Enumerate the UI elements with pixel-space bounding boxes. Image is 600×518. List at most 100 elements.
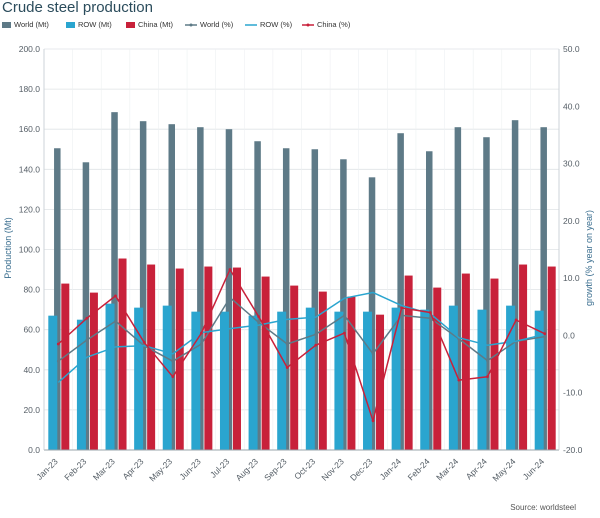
bar-world <box>82 162 90 450</box>
bar-china <box>318 291 327 450</box>
x-tick-label: Aug-23 <box>234 456 261 483</box>
point-china-growth <box>457 378 461 382</box>
point-china-growth <box>314 343 318 347</box>
point-china-growth <box>85 316 89 320</box>
x-tick-label: Jun-24 <box>521 456 547 482</box>
bar-world <box>511 120 519 451</box>
point-china-growth <box>228 268 232 271</box>
y-axis-right-title: growth (% year on year) <box>584 210 594 306</box>
bar-row <box>134 307 144 450</box>
x-tick-label: Mar-24 <box>434 456 460 482</box>
point-china-growth <box>56 342 60 346</box>
bar-china <box>519 264 528 450</box>
point-china-growth <box>400 306 404 310</box>
point-world-growth <box>257 320 260 324</box>
legend-label: China (%) <box>317 20 351 29</box>
x-tick-label: Dec-23 <box>348 456 375 483</box>
point-world-growth <box>56 359 60 363</box>
point-china-growth <box>428 311 432 314</box>
point-world-growth <box>400 313 404 317</box>
point-world-growth <box>543 335 547 338</box>
legend-label: China (Mt) <box>138 20 174 29</box>
point-world-growth <box>343 313 346 317</box>
point-world-growth <box>314 332 318 336</box>
x-tick-label: Feb-23 <box>62 456 88 482</box>
legend-label: World (%) <box>200 20 234 29</box>
x-tick-label: May-23 <box>147 456 174 483</box>
point-world-growth <box>171 359 175 363</box>
x-tick-label: Jan-23 <box>34 456 60 482</box>
bar-row <box>277 311 287 450</box>
bar-china <box>61 283 70 450</box>
bar-row <box>248 315 258 450</box>
line-row-growth <box>57 291 545 383</box>
bar-world <box>111 112 118 450</box>
line-world-growth <box>57 296 545 362</box>
x-tick-label: Mar-23 <box>91 456 117 482</box>
bar-row <box>506 305 516 450</box>
bar-china <box>175 268 184 450</box>
bar-world <box>254 141 261 451</box>
bar-china <box>404 275 413 450</box>
point-world-growth <box>486 359 489 363</box>
bar-row <box>334 311 344 450</box>
point-china-growth <box>343 331 346 335</box>
point-world-growth <box>228 296 232 300</box>
bar-world <box>426 151 433 450</box>
legend-swatch <box>126 22 135 28</box>
bar-china <box>290 285 299 450</box>
bar-row <box>105 303 115 450</box>
x-tick-label: May-24 <box>490 456 517 483</box>
point-china-growth <box>257 315 260 318</box>
point-china-growth <box>114 294 117 298</box>
bar-row <box>191 311 201 450</box>
bar-row <box>305 307 315 450</box>
bar-world <box>397 133 404 450</box>
y-left-tick-label: 140.0 <box>19 164 41 174</box>
point-world-growth <box>285 342 289 346</box>
bar-world <box>483 137 490 450</box>
point-china-growth <box>486 375 489 379</box>
y-right-tick-label: -10.0 <box>563 388 583 398</box>
line-china-growth <box>57 268 546 422</box>
bar-china <box>204 266 213 450</box>
y-left-tick-label: 160.0 <box>19 124 41 134</box>
y-left-tick-label: 120.0 <box>19 204 41 214</box>
point-china-growth <box>371 419 375 423</box>
bar-china <box>347 296 356 450</box>
point-china-growth <box>285 366 289 369</box>
y-left-tick-label: 40.0 <box>23 365 40 375</box>
chart-title: Crude steel production <box>2 0 153 16</box>
y-left-tick-label: 0.0 <box>28 445 40 455</box>
legend-swatch <box>2 22 11 28</box>
y-left-tick-label: 180.0 <box>19 84 41 94</box>
point-china-growth <box>543 332 547 336</box>
bar-china <box>118 258 127 450</box>
bar-world <box>454 127 462 450</box>
legend-marker <box>189 23 193 27</box>
point-world-growth <box>199 342 203 346</box>
bar-world <box>340 159 347 450</box>
bar-world <box>168 124 175 450</box>
y-right-tick-label: 30.0 <box>563 159 580 169</box>
bar-world <box>540 127 547 450</box>
bar-row <box>219 311 229 450</box>
point-china-growth <box>514 318 518 322</box>
bars-layer <box>48 112 556 451</box>
x-tick-label: Jul-23 <box>208 456 232 480</box>
bar-row <box>448 305 458 450</box>
y-right-tick-label: 50.0 <box>563 44 580 54</box>
gridlines <box>43 48 560 451</box>
y-left-tick-label: 20.0 <box>23 405 40 415</box>
bar-china <box>433 287 442 450</box>
bar-row <box>48 315 58 450</box>
legend-marker <box>306 23 310 27</box>
legend-label: World (Mt) <box>14 20 49 29</box>
legend-label: ROW (%) <box>260 20 293 29</box>
bar-row <box>76 319 86 450</box>
source-note: Source: worldsteel <box>510 503 576 512</box>
legend-label: ROW (Mt) <box>78 20 112 29</box>
y-left-tick-label: 80.0 <box>23 285 40 295</box>
